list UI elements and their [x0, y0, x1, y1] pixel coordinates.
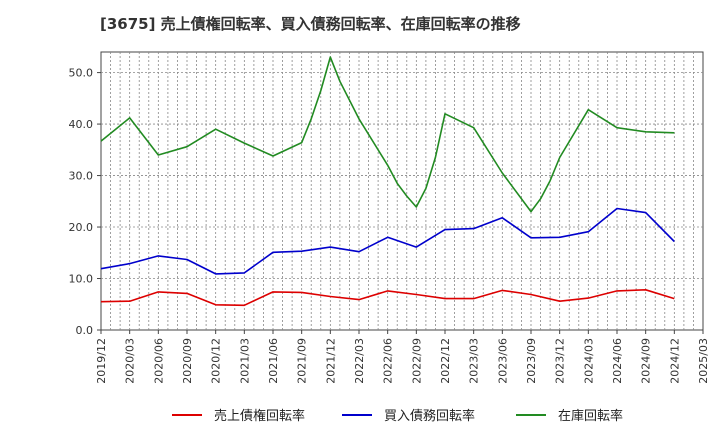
x-tick-label: 2020/06 [152, 338, 165, 384]
y-tick-label: 50.0 [69, 67, 94, 80]
y-tick-label: 0.0 [76, 324, 94, 337]
grid [101, 52, 703, 330]
x-tick-label: 2020/09 [181, 338, 194, 384]
series-line-1 [100, 288, 675, 307]
x-tick-label: 2022/03 [353, 338, 366, 384]
x-tick-label: 2023/09 [525, 338, 538, 384]
x-tick-label: 2025/03 [697, 338, 710, 384]
x-tick-label: 2024/06 [611, 338, 624, 384]
x-tick-label: 2024/12 [668, 338, 681, 384]
series-group [100, 56, 675, 307]
chart-title: [3675] 売上債権回転率、買入債務回転率、在庫回転率の推移 [100, 15, 521, 33]
x-tick-label: 2024/09 [640, 338, 653, 384]
x-tick-label: 2023/12 [554, 338, 567, 384]
legend-label: 買入債務回転率 [384, 408, 475, 424]
x-tick-label: 2021/06 [267, 338, 280, 384]
y-tick-label: 40.0 [69, 118, 94, 131]
x-tick-label: 2024/03 [582, 338, 595, 384]
x-tick-label: 2022/12 [439, 338, 452, 384]
x-axis: 2019/12 2020/03 2020/06 2020/09 2020/12 2021/… [95, 330, 710, 384]
x-tick-label: 2021/12 [324, 338, 337, 384]
x-tick-label: 2023/03 [468, 338, 481, 384]
x-tick-label: 2022/06 [382, 338, 395, 384]
series-line-2 [100, 207, 675, 275]
x-tick-label: 2019/12 [95, 338, 108, 384]
y-axis: 0.0 10.0 20.0 30.0 40.0 50.0 [69, 67, 101, 337]
x-tick-label: 2023/06 [496, 338, 509, 384]
x-tick-label: 2021/03 [238, 338, 251, 384]
series-line-3 [100, 56, 675, 213]
x-tick-label: 2020/12 [210, 338, 223, 384]
legend-label: 売上債権回転率 [214, 408, 305, 424]
legend-label: 在庫回転率 [558, 408, 623, 424]
x-tick-label: 2020/03 [124, 338, 137, 384]
legend: 売上債権回転率 買入債務回転率 在庫回転率 [172, 408, 623, 424]
y-tick-label: 20.0 [69, 221, 94, 234]
x-tick-label: 2021/09 [296, 338, 309, 384]
x-tick-label: 2022/09 [410, 338, 423, 384]
y-tick-label: 30.0 [69, 170, 94, 183]
y-tick-label: 10.0 [69, 273, 94, 286]
